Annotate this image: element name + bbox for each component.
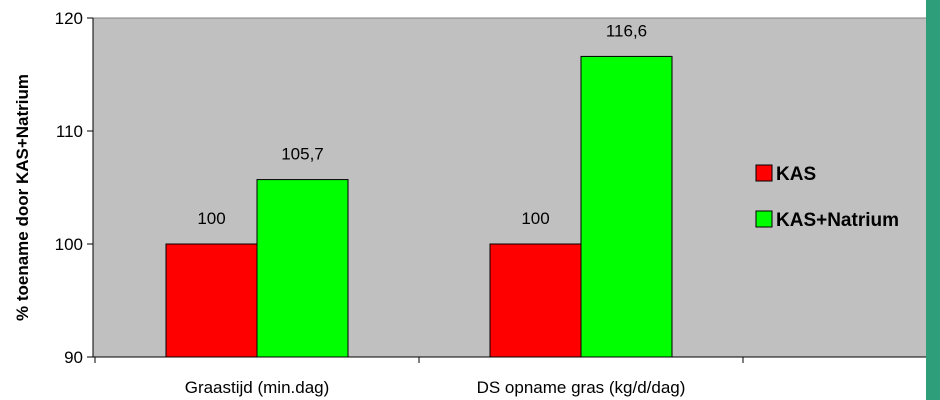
data-label: 116,6 (606, 21, 647, 40)
legend-label: KAS (776, 164, 816, 185)
y-tick-label: 90 (64, 348, 83, 367)
data-label: 100 (521, 209, 549, 228)
bar-kas (165, 243, 258, 358)
bars (165, 55, 673, 358)
x-tick-label: Graastijd (min.dag) (185, 378, 330, 397)
legend-swatch (755, 164, 773, 182)
data-labels: 100 105,7 100 116,6 (197, 21, 647, 228)
bar-kas-natrium (256, 179, 349, 358)
x-axis: Graastijd (min.dag) DS opname gras (kg/d/… (93, 356, 930, 397)
y-tick-label: 120 (55, 9, 83, 28)
bar-kas (489, 243, 582, 358)
bar-kas-natrium (580, 55, 673, 358)
x-tick-label: DS opname gras (kg/d/dag) (477, 378, 686, 397)
y-axis-title: % toename door KAS+Natrium (13, 74, 32, 321)
legend: KAS KAS+Natrium (755, 164, 899, 231)
y-tick-label: 110 (56, 122, 83, 141)
window-edge-strip (926, 0, 940, 400)
legend-swatch (755, 210, 773, 228)
y-tick-label: 100 (55, 235, 83, 254)
y-axis: 90 100 110 120 (55, 9, 94, 367)
data-label: 105,7 (281, 145, 324, 164)
data-label: 100 (197, 209, 225, 228)
legend-label: KAS+Natrium (776, 210, 899, 231)
